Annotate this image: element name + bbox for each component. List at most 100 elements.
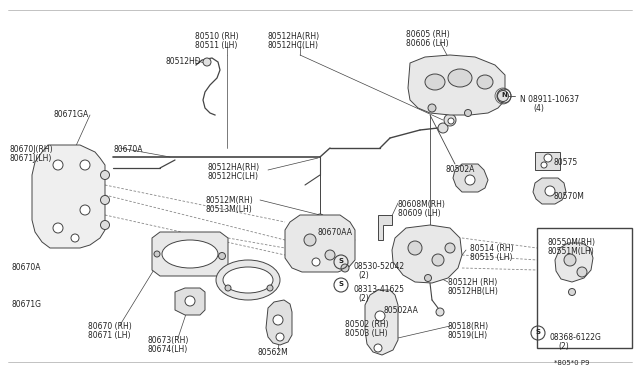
Circle shape	[225, 285, 231, 291]
Text: 80519(LH): 80519(LH)	[448, 331, 488, 340]
Circle shape	[424, 275, 431, 282]
Circle shape	[545, 186, 555, 196]
Circle shape	[341, 264, 349, 272]
Circle shape	[444, 114, 456, 126]
Text: 80512H (RH): 80512H (RH)	[448, 278, 497, 287]
Polygon shape	[285, 215, 355, 272]
Text: 80502 (RH): 80502 (RH)	[345, 320, 388, 329]
Text: 80512HA(RH): 80512HA(RH)	[208, 163, 260, 172]
Circle shape	[541, 162, 547, 168]
Polygon shape	[453, 164, 488, 192]
Circle shape	[465, 109, 472, 116]
Polygon shape	[392, 225, 462, 283]
Bar	[535, 152, 560, 170]
Text: 80502A: 80502A	[445, 165, 474, 174]
Text: 80510 (RH): 80510 (RH)	[195, 32, 239, 41]
Polygon shape	[175, 288, 205, 315]
Text: 80671 (LH): 80671 (LH)	[88, 331, 131, 340]
Text: 80513M(LH): 80513M(LH)	[205, 205, 252, 214]
Text: 80511 (LH): 80511 (LH)	[195, 41, 237, 50]
Circle shape	[577, 267, 587, 277]
Text: N 08911-10637: N 08911-10637	[520, 95, 579, 104]
Text: 80670A: 80670A	[113, 145, 143, 154]
Bar	[537, 228, 632, 348]
Text: 80518(RH): 80518(RH)	[448, 322, 489, 331]
Polygon shape	[32, 145, 105, 248]
Text: 80605 (RH): 80605 (RH)	[406, 30, 450, 39]
Circle shape	[316, 214, 324, 222]
Text: 80570M: 80570M	[553, 192, 584, 201]
Circle shape	[80, 205, 90, 215]
Text: (2): (2)	[358, 271, 369, 280]
Ellipse shape	[162, 240, 218, 268]
Text: (2): (2)	[558, 342, 569, 351]
Circle shape	[273, 315, 283, 325]
Text: 80670A: 80670A	[12, 263, 42, 272]
Circle shape	[448, 118, 454, 124]
Text: 80515 (LH): 80515 (LH)	[470, 253, 513, 262]
Text: S: S	[536, 329, 541, 335]
Polygon shape	[266, 300, 292, 345]
Text: 80503 (LH): 80503 (LH)	[345, 329, 388, 338]
Text: 80512HC(LH): 80512HC(LH)	[268, 41, 319, 50]
Text: S: S	[339, 281, 344, 287]
Text: 80512HC(LH): 80512HC(LH)	[208, 172, 259, 181]
Circle shape	[53, 160, 63, 170]
Text: 08530-52042: 08530-52042	[353, 262, 404, 271]
Circle shape	[408, 241, 422, 255]
Circle shape	[497, 90, 509, 102]
Polygon shape	[152, 232, 228, 276]
Circle shape	[185, 296, 195, 306]
Text: 80575: 80575	[553, 158, 577, 167]
Polygon shape	[378, 215, 392, 240]
Circle shape	[312, 258, 320, 266]
Circle shape	[325, 250, 335, 260]
Polygon shape	[365, 290, 398, 355]
Text: 80670J(RH): 80670J(RH)	[10, 145, 54, 154]
Circle shape	[428, 104, 436, 112]
Text: 80514 (RH): 80514 (RH)	[470, 244, 514, 253]
Text: 80609 (LH): 80609 (LH)	[398, 209, 440, 218]
Text: 80671GA: 80671GA	[53, 110, 88, 119]
Circle shape	[432, 254, 444, 266]
Text: (2): (2)	[358, 294, 369, 303]
Text: 08368-6122G: 08368-6122G	[550, 333, 602, 342]
Circle shape	[53, 223, 63, 233]
Text: 80671J(LH): 80671J(LH)	[10, 154, 52, 163]
Polygon shape	[408, 55, 505, 115]
Circle shape	[568, 289, 575, 295]
Text: (4): (4)	[533, 104, 544, 113]
Circle shape	[154, 251, 160, 257]
Circle shape	[276, 333, 284, 341]
Text: 80670AA: 80670AA	[318, 228, 353, 237]
Ellipse shape	[477, 75, 493, 89]
Text: 80512HA(RH): 80512HA(RH)	[268, 32, 320, 41]
Text: 80674(LH): 80674(LH)	[148, 345, 188, 354]
Circle shape	[203, 58, 211, 66]
Text: 08313-41625: 08313-41625	[353, 285, 404, 294]
Circle shape	[445, 243, 455, 253]
Circle shape	[438, 123, 448, 133]
Text: N: N	[501, 92, 507, 98]
Polygon shape	[555, 243, 593, 282]
Text: 80670 (RH): 80670 (RH)	[88, 322, 132, 331]
Text: 80512HB(LH): 80512HB(LH)	[448, 287, 499, 296]
Circle shape	[544, 154, 552, 162]
Circle shape	[218, 253, 225, 260]
Text: *805*0 P9: *805*0 P9	[554, 360, 590, 366]
Polygon shape	[533, 178, 566, 204]
Circle shape	[304, 234, 316, 246]
Text: 80606 (LH): 80606 (LH)	[406, 39, 449, 48]
Text: 80551M(LH): 80551M(LH)	[547, 247, 594, 256]
Circle shape	[100, 221, 109, 230]
Circle shape	[80, 160, 90, 170]
Circle shape	[375, 311, 385, 321]
Ellipse shape	[223, 267, 273, 293]
Circle shape	[564, 254, 576, 266]
Text: 80550M(RH): 80550M(RH)	[547, 238, 595, 247]
Circle shape	[267, 285, 273, 291]
Text: 80673(RH): 80673(RH)	[148, 336, 189, 345]
Circle shape	[100, 196, 109, 205]
Text: 80671G: 80671G	[12, 300, 42, 309]
Text: 80512HD: 80512HD	[165, 57, 200, 66]
